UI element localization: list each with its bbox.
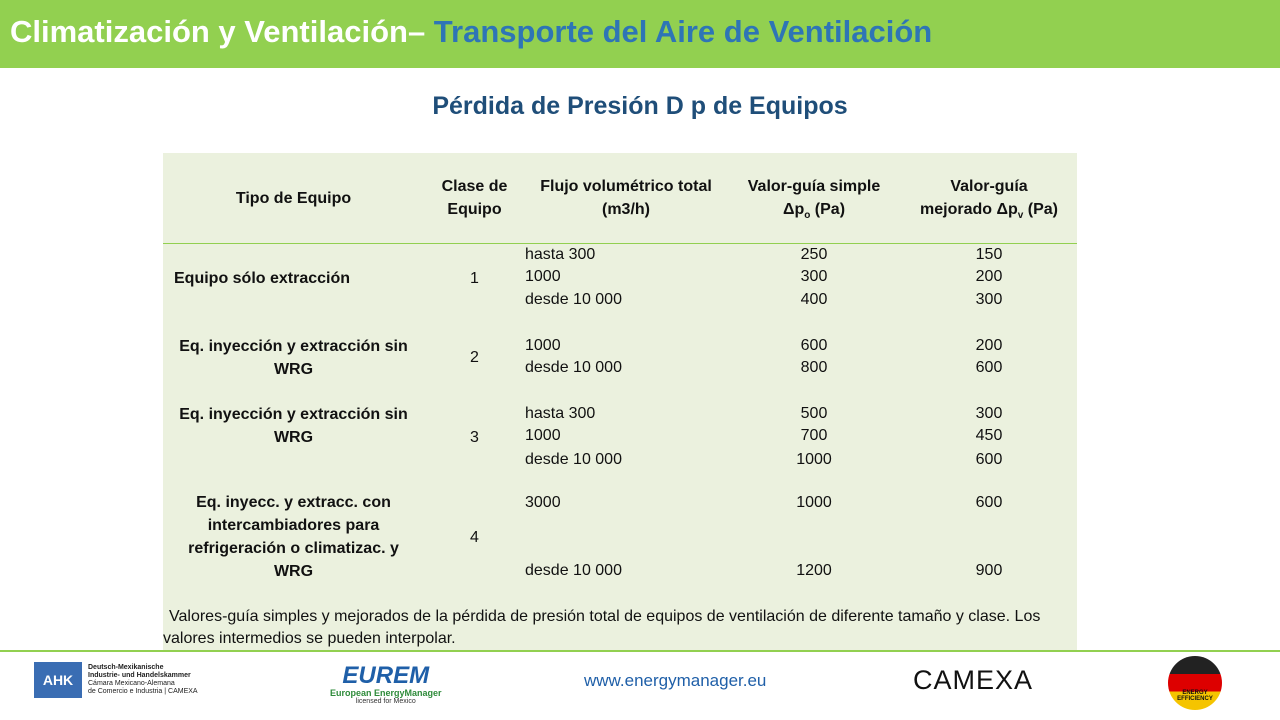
energy-efficiency-logo: ENERGY EFFICIENCY <box>1168 656 1222 710</box>
row-mejorado: 200 <box>975 268 1003 285</box>
header-line: Clase de <box>441 178 508 195</box>
row-mejorado: 600 <box>975 451 1003 468</box>
row-flujo: desde 10 000 <box>525 291 622 308</box>
row-simple: 800 <box>800 359 828 376</box>
header-symbol: Δp <box>782 201 805 218</box>
row-flujo: hasta 300 <box>525 246 596 263</box>
row-class: 4 <box>470 529 479 546</box>
header-line: Equipo <box>447 201 502 218</box>
row-mejorado: 300 <box>975 405 1003 422</box>
row-type: Equipo sólo extracción <box>174 270 351 287</box>
header-line: mejorado Δpv (Pa) <box>901 198 1077 227</box>
ahk-line: de Comercio e Industria | CAMEXA <box>88 688 198 695</box>
column-header: Tipo de Equipo <box>163 187 424 210</box>
row-flujo: desde 10 000 <box>525 451 622 468</box>
row-mejorado: 300 <box>975 291 1003 308</box>
table-note: Valores-guía simples y mejorados de la p… <box>163 608 1041 647</box>
header-line: Δpo (Pa) <box>727 198 901 227</box>
eurem-logo: EUREM European EnergyManager licensed for … <box>330 662 442 706</box>
header-symbol: mejorado Δp <box>920 201 1018 218</box>
row-flujo: hasta 300 <box>525 405 596 422</box>
table-bg <box>163 153 1077 650</box>
row-type: Eq. inyecc. y extracc. con intercambiado… <box>188 494 399 580</box>
title-main: Climatización y Ventilación– <box>10 14 426 49</box>
header-line: Tipo de Equipo <box>235 190 352 207</box>
column-header: Valor-guía simple Δpo (Pa) <box>727 175 901 227</box>
row-simple: 250 <box>800 246 828 263</box>
header-line: (m3/h) <box>602 201 650 218</box>
row-simple: 1200 <box>796 562 832 579</box>
header-line: Flujo volumétrico total <box>540 178 712 195</box>
ahk-line: Deutsch-Mexikanische <box>88 664 164 671</box>
eurem-sub: European EnergyManager <box>330 688 442 698</box>
column-header: Valor-guía mejorado Δpv (Pa) <box>901 175 1077 227</box>
row-mejorado: 150 <box>975 246 1003 263</box>
row-simple: 1000 <box>796 451 832 468</box>
row-flujo: 3000 <box>525 494 561 511</box>
column-header: Clase de Equipo <box>424 175 525 221</box>
ahk-text: AHK <box>42 672 74 688</box>
row-mejorado: 600 <box>975 494 1003 511</box>
row-mejorado: 450 <box>975 427 1003 444</box>
header-rule <box>163 243 1077 244</box>
row-mejorado: 200 <box>975 337 1003 354</box>
footer-rule <box>0 650 1280 652</box>
footer-url: www.energymanager.eu <box>584 671 767 690</box>
title: Climatización y Ventilación– Transporte … <box>10 14 932 50</box>
row-type: Eq. inyección y extracción sin WRG <box>179 338 408 378</box>
row-simple: 700 <box>800 427 828 444</box>
ahk-line: Industrie- und Handelskammer <box>88 672 191 679</box>
header-bar: Climatización y Ventilación– Transporte … <box>0 0 1280 68</box>
header-unit: (Pa) <box>1023 201 1058 218</box>
title-accent: Transporte del Aire de Ventilación <box>425 14 933 49</box>
camexa-logo: CAMEXA <box>913 665 1034 695</box>
header-sub: v <box>1017 210 1024 222</box>
ahk-caption: Deutsch-Mexikanische Industrie- und Hande… <box>88 664 198 696</box>
row-type: Eq. inyección y extracción sin WRG <box>179 406 408 446</box>
row-simple: 400 <box>800 291 828 308</box>
row-flujo: desde 10 000 <box>525 359 622 376</box>
row-flujo: 1000 <box>525 337 561 354</box>
row-simple: 600 <box>800 337 828 354</box>
row-class: 1 <box>470 270 479 287</box>
eurem-lic: licensed for Mexico <box>355 698 416 705</box>
row-flujo: desde 10 000 <box>525 562 622 579</box>
row-class: 2 <box>470 349 479 366</box>
row-class: 3 <box>470 429 479 446</box>
row-simple: 300 <box>800 268 828 285</box>
row-flujo: 1000 <box>525 427 561 444</box>
column-header: Flujo volumétrico total (m3/h) <box>525 175 727 221</box>
header-line: Valor-guía <box>950 178 1028 195</box>
eurem-text: EUREM <box>342 662 430 689</box>
row-flujo: 1000 <box>525 268 561 285</box>
row-simple: 500 <box>800 405 828 422</box>
ee-text: ENERGY EFFICIENCY <box>1177 690 1213 702</box>
header-line: Valor-guía simple <box>747 178 881 195</box>
subtitle: Pérdida de Presión D p de Equipos <box>432 92 848 120</box>
header-sub: o <box>804 210 811 222</box>
row-mejorado: 900 <box>975 562 1003 579</box>
header-unit: (Pa) <box>810 201 846 218</box>
row-mejorado: 600 <box>975 359 1003 376</box>
ahk-logo: AHK <box>34 662 82 698</box>
row-simple: 1000 <box>796 494 832 511</box>
ahk-line: Cámara Mexicano-Alemana <box>88 680 175 687</box>
